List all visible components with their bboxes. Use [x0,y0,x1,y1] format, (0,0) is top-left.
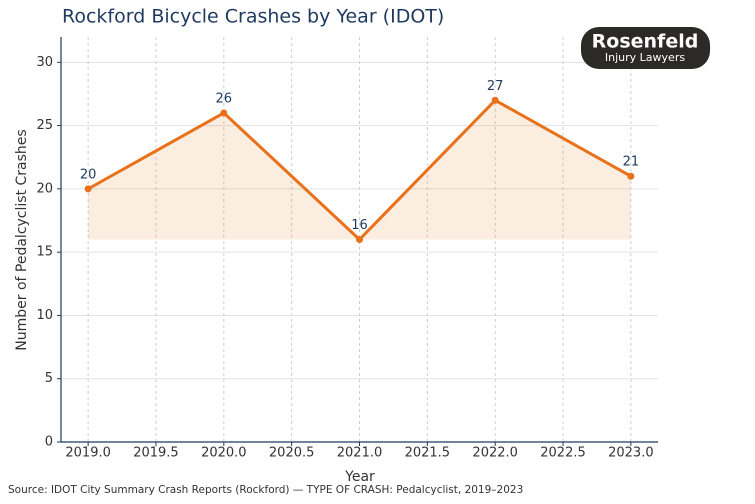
point [356,236,363,243]
data-label: 26 [216,91,233,106]
y-tick-label: 10 [36,308,53,323]
x-tick-label: 2021.0 [337,446,383,461]
point [491,96,499,104]
point [84,185,92,193]
area [88,100,631,240]
x-tick-label: 2021.5 [405,446,451,461]
y-axis-label: Number of Pedalcyclist Crashes [14,129,30,350]
x-tick-label: 2019.5 [133,446,179,461]
logo-name: Rosenfeld [592,31,699,53]
source-note: Source: IDOT City Summary Crash Reports … [8,484,523,496]
data-label: 20 [80,167,97,182]
data-label: 16 [351,218,368,233]
point [627,172,635,180]
y-tick-label: 25 [36,118,53,133]
logo-badge [581,27,710,69]
x-tick-label: 2020.5 [269,446,315,461]
x-tick-label: 2022.5 [540,446,586,461]
x-tick-label: 2022.0 [472,446,518,461]
y-tick-label: 5 [45,371,53,386]
point [220,109,228,117]
logo-tagline: Injury Lawyers [605,51,685,64]
logo: Rosenfeld Injury Lawyers [581,27,710,69]
y-tick-label: 15 [36,245,53,260]
data-label: 21 [623,155,640,170]
y-tick-label: 20 [36,181,53,196]
x-tick-label: 2023.0 [608,446,654,461]
y-tick-label: 0 [45,435,53,450]
x-tick-label: 2020.0 [201,446,247,461]
x-axis-label: Year [344,469,375,485]
data-label: 27 [487,79,504,94]
y-tick-label: 30 [36,55,53,70]
x-tick-label: 2019.0 [65,446,111,461]
chart-title: Rockford Bicycle Crashes by Year (IDOT) [62,6,444,28]
